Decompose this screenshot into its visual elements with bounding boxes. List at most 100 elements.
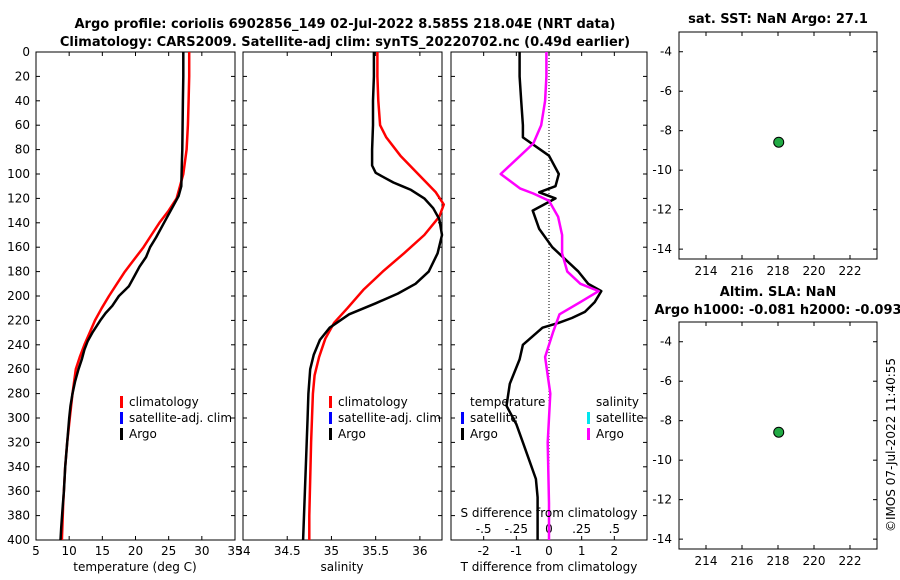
temperature-xlabel: temperature (deg C) [73, 560, 196, 574]
legend-swatch-satellite-adj [120, 412, 123, 424]
y-tick-label: 280 [7, 387, 30, 401]
legend-label-satellite-adj: satellite-adj. clim [129, 411, 232, 425]
temperature-series-argo [59, 52, 185, 541]
x-tick-label: 220 [803, 264, 826, 278]
x-tick-label: 2 [611, 544, 619, 558]
difference-xlabel: T difference from climatology [460, 560, 638, 574]
y-tick-label: -10 [652, 163, 672, 177]
x-tick-label: 216 [731, 554, 754, 568]
y-tick-label: 140 [7, 216, 30, 230]
y-tick-label: -10 [652, 453, 672, 467]
y-tick-label: 380 [7, 509, 30, 523]
s-tick-label: -.5 [476, 522, 492, 536]
x-tick-label: 25 [161, 544, 176, 558]
legend-label-s-satellite: satellite [596, 411, 644, 425]
figure-title-line2: Climatology: CARS2009. Satellite-adj cli… [60, 35, 630, 50]
legend-swatch-satellite-adj [329, 412, 332, 424]
x-tick-label: -1 [510, 544, 522, 558]
y-tick-label: 100 [7, 167, 30, 181]
s-tick-label: .5 [609, 522, 620, 536]
legend-swatch-argo [329, 428, 332, 440]
legend-label-t-argo: Argo [470, 427, 498, 441]
y-tick-label: 20 [15, 69, 30, 83]
y-tick-label: 360 [7, 484, 30, 498]
y-tick-label: 240 [7, 338, 30, 352]
salinity-axes [242, 51, 443, 541]
x-tick-label: 30 [194, 544, 209, 558]
difference-legend-salinity: salinity satellite Argo [587, 395, 644, 441]
x-tick-label: 214 [695, 554, 718, 568]
y-tick-label: 220 [7, 313, 30, 327]
x-tick-label: 36 [412, 544, 427, 558]
x-tick-label: 10 [62, 544, 77, 558]
x-tick-label: 35 [324, 544, 339, 558]
legend-swatch-climatology [329, 396, 332, 408]
y-tick-label: 180 [7, 265, 30, 279]
y-tick-label: 260 [7, 362, 30, 376]
y-tick-label: -6 [660, 374, 672, 388]
s-tick-label: .25 [572, 522, 591, 536]
x-tick-label: 35 [227, 544, 242, 558]
x-tick-label: 216 [731, 264, 754, 278]
y-tick-label: -14 [652, 532, 672, 546]
imos-timestamp: ©IMOS 07-Jul-2022 11:40:55 [884, 358, 898, 532]
legend-swatch-s-satellite [587, 412, 590, 424]
legend-swatch-s-argo [587, 428, 590, 440]
x-tick-label: -2 [478, 544, 490, 558]
legend-label-climatology: climatology [338, 395, 408, 409]
x-tick-label: 1 [578, 544, 586, 558]
difference-series-temperature-argo [505, 52, 603, 540]
y-tick-label: -14 [652, 242, 672, 256]
x-tick-label: 20 [128, 544, 143, 558]
legend-label-t-satellite: satellite [470, 411, 518, 425]
y-tick-label: 0 [22, 45, 30, 59]
legend-label-argo: Argo [338, 427, 366, 441]
y-tick-label: -4 [660, 335, 672, 349]
temperature-series-climatology [60, 52, 191, 541]
y-tick-label: 160 [7, 240, 30, 254]
argo-location-marker [773, 426, 785, 438]
x-tick-label: 214 [695, 264, 718, 278]
y-tick-label: -12 [652, 203, 672, 217]
x-tick-label: 34.5 [274, 544, 301, 558]
y-tick-label: -8 [660, 124, 672, 138]
y-tick-label: 400 [7, 533, 30, 547]
y-tick-label: 300 [7, 411, 30, 425]
s-tick-label: -.25 [505, 522, 528, 536]
y-tick-label: -6 [660, 84, 672, 98]
y-tick-label: 340 [7, 460, 30, 474]
sla-map-title: Altim. SLA: NaN [720, 285, 836, 300]
legend-swatch-climatology [120, 396, 123, 408]
legend-label-argo: Argo [129, 427, 157, 441]
x-tick-label: 218 [767, 264, 790, 278]
y-tick-label: 80 [15, 143, 30, 157]
y-tick-label: -4 [660, 45, 672, 59]
x-tick-label: 5 [32, 544, 40, 558]
difference-series-salinity-argo [499, 52, 600, 540]
x-tick-label: 15 [95, 544, 110, 558]
x-tick-label: 34 [235, 544, 250, 558]
temperature-legend: climatology satellite-adj. clim Argo [120, 395, 232, 441]
legend-label-satellite-adj: satellite-adj. clim [338, 411, 441, 425]
salinity-xlabel: salinity [320, 560, 363, 574]
data-series [59, 52, 785, 541]
y-tick-label: 60 [15, 118, 30, 132]
y-tick-label: -8 [660, 414, 672, 428]
axis-ticks: 5 10 15 20 25 30 35020406080100120140160180200… [7, 32, 877, 568]
argo-location-marker [773, 136, 785, 148]
sst-map-title: sat. SST: NaN Argo: 27.1 [688, 12, 868, 27]
x-tick-label: 218 [767, 554, 790, 568]
y-tick-label: 320 [7, 435, 30, 449]
legend-swatch-t-satellite [461, 412, 464, 424]
salinity-legend: climatology satellite-adj. clim Argo [329, 395, 441, 441]
y-tick-label: 120 [7, 191, 30, 205]
legend-swatch-argo [120, 428, 123, 440]
legend-swatch-t-argo [461, 428, 464, 440]
salinity-series-argo [301, 52, 444, 541]
y-tick-label: -12 [652, 493, 672, 507]
x-tick-label: 0 [545, 544, 553, 558]
x-tick-label: 222 [839, 554, 862, 568]
legend-label-climatology: climatology [129, 395, 199, 409]
sla-map-subtitle: Argo h1000: -0.081 h2000: -0.093 [654, 303, 900, 318]
